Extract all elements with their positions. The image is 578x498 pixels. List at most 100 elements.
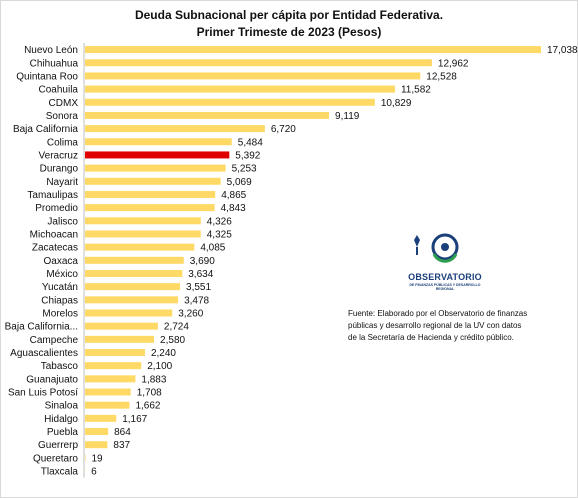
bar	[85, 151, 230, 159]
bar	[85, 454, 86, 462]
bar	[85, 335, 155, 343]
bar	[85, 296, 179, 304]
value-label: 12,962	[438, 58, 469, 69]
chart-title-line: Deuda Subnacional per cápita por Entidad…	[134, 8, 444, 22]
category-label: Tabasco	[41, 361, 79, 372]
value-label: 6,720	[271, 124, 296, 135]
value-label: 4,325	[207, 229, 232, 240]
logo-emblem-icon	[414, 233, 459, 263]
category-label: Tlaxcala	[41, 467, 79, 478]
category-label: Chihuahua	[30, 58, 79, 69]
value-label: 4,843	[221, 203, 246, 214]
value-label: 3,260	[178, 308, 203, 319]
category-label: Promedio	[35, 203, 78, 214]
category-label: Jalisco	[47, 216, 78, 227]
category-label: Yucatán	[42, 282, 78, 293]
value-label: 864	[114, 427, 131, 438]
value-label: 9,119	[335, 111, 360, 122]
category-label: Colima	[47, 137, 79, 148]
bar	[85, 72, 421, 80]
category-label: Quintana Roo	[16, 71, 78, 82]
bar	[85, 111, 330, 119]
value-label: 3,690	[190, 256, 215, 267]
bar	[85, 322, 158, 330]
category-label: CDMX	[49, 98, 79, 109]
observatorio-logo: OBSERVATORIO DE FINANZAS PÚBLICAS Y DESA…	[400, 226, 490, 298]
category-label: Queretaro	[33, 453, 78, 464]
bar	[85, 230, 201, 238]
value-label: 2,724	[164, 322, 189, 333]
value-label: 1,662	[135, 401, 160, 412]
bar	[85, 177, 221, 185]
bar	[85, 125, 265, 133]
bar	[85, 401, 130, 409]
category-label: Hidalgo	[44, 414, 78, 425]
category-label: Guerrerp	[38, 440, 78, 451]
value-label: 4,865	[221, 190, 246, 201]
bar	[85, 85, 395, 93]
bar	[85, 217, 201, 225]
value-label: 17,038	[547, 45, 578, 56]
category-label: Chiapas	[41, 295, 78, 306]
source-note: Fuente: Elaborado por el Observatorio de…	[348, 309, 528, 342]
category-label: Tamaulipas	[27, 190, 78, 201]
bar	[85, 204, 215, 212]
bar	[85, 46, 541, 54]
bar	[85, 348, 145, 356]
logo-subtitle: DE FINANZAS PÚBLICAS Y DESARROLLO REGION…	[409, 283, 481, 291]
category-label: Morelos	[42, 308, 78, 319]
category-label: Baja California	[13, 124, 78, 135]
value-label: 5,484	[238, 137, 263, 148]
bar	[85, 388, 131, 396]
category-label: Veracruz	[39, 150, 78, 161]
category-label: Baja California...	[5, 322, 78, 333]
category-label: Aguascalientes	[10, 348, 78, 359]
value-label: 3,551	[186, 282, 211, 293]
value-label: 19	[92, 453, 104, 464]
bar	[85, 256, 184, 264]
value-label: 6	[91, 467, 97, 478]
value-label: 11,582	[401, 85, 431, 96]
bar	[85, 309, 173, 317]
bar	[85, 269, 183, 277]
category-label: Nayarit	[46, 177, 78, 188]
category-label: Oaxaca	[44, 256, 79, 267]
bar	[85, 59, 432, 67]
category-label: Guanajuato	[26, 374, 78, 385]
value-label: 5,392	[235, 150, 260, 161]
bar	[85, 362, 142, 370]
value-label: 2,580	[160, 335, 185, 346]
category-label: Nuevo León	[24, 45, 78, 56]
bar	[85, 375, 136, 383]
category-label: Zacatecas	[32, 243, 78, 254]
category-label: Coahuila	[39, 85, 79, 96]
bar	[85, 414, 117, 422]
chart-subtitle-line: Primer Trimeste de 2023 (Pesos)	[196, 25, 382, 39]
bar	[85, 243, 195, 251]
category-label: San Luis Potosí	[8, 388, 78, 399]
category-label: Sonora	[46, 111, 79, 122]
bar	[85, 138, 232, 146]
value-label: 4,085	[200, 243, 225, 254]
category-label: Puebla	[47, 427, 79, 438]
category-label: Durango	[40, 164, 79, 175]
value-label: 12,528	[426, 71, 457, 82]
value-label: 5,069	[227, 177, 252, 188]
value-label: 10,829	[381, 98, 412, 109]
category-label: Michoacan	[30, 229, 78, 240]
bar	[85, 98, 375, 106]
value-label: 2,240	[151, 348, 176, 359]
bar	[85, 428, 109, 436]
value-label: 1,883	[141, 374, 166, 385]
value-label: 5,253	[232, 164, 257, 175]
bar	[85, 190, 216, 198]
bar	[85, 441, 108, 449]
bar	[85, 283, 181, 291]
value-label: 4,326	[207, 216, 232, 227]
chart-title: Deuda Subnacional per cápita por Entidad…	[0, 7, 578, 41]
value-label: 3,478	[184, 295, 209, 306]
bar	[85, 164, 226, 172]
value-label: 3,634	[188, 269, 213, 280]
value-label: 1,708	[137, 388, 162, 399]
value-label: 2,100	[147, 361, 172, 372]
